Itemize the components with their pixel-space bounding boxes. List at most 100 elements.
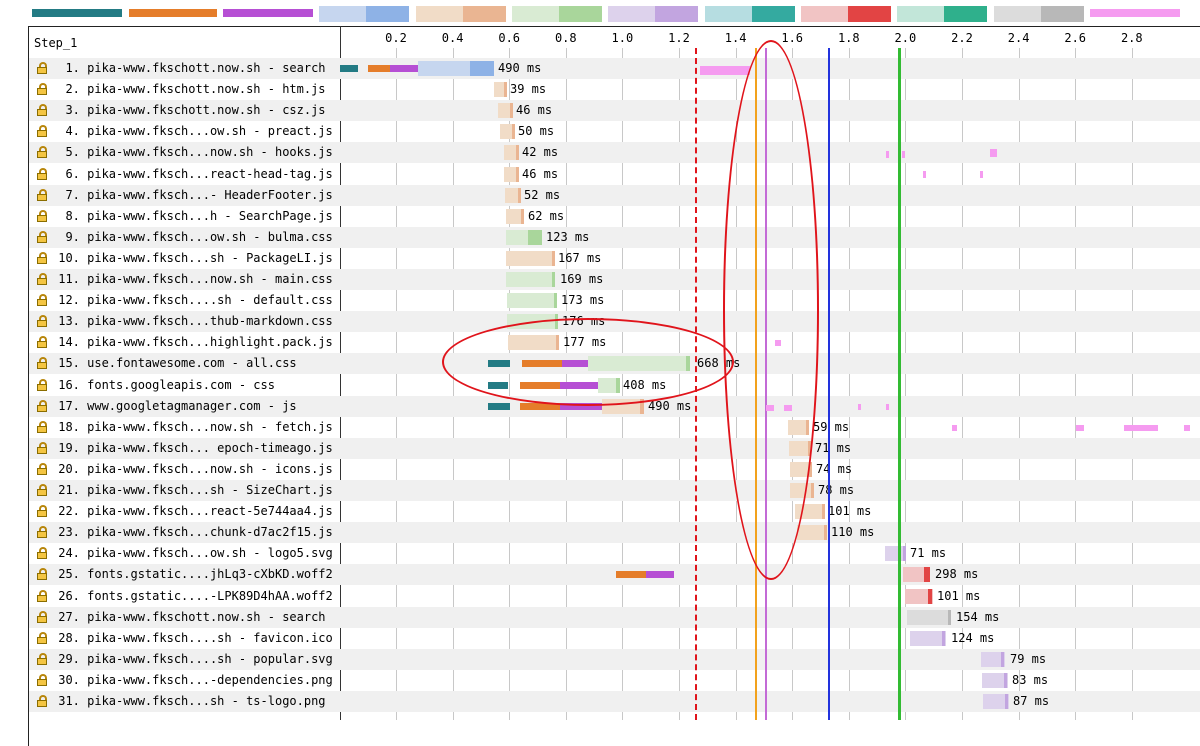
- legend-swatch-image: [608, 6, 698, 22]
- axis-tick-label: 1.0: [611, 31, 634, 45]
- request-label: 6. pika-www.fksch...react-head-tag.js: [51, 166, 333, 181]
- lock-icon: [37, 568, 47, 581]
- axis-tick-label: 2.0: [894, 31, 917, 45]
- js-execution-mark: [923, 171, 926, 178]
- request-row[interactable]: 7. pika-www.fksch...- HeaderFooter.js 52 …: [29, 184, 1200, 206]
- request-row[interactable]: 18. pika-www.fksch...now.sh - fetch.js 59…: [29, 417, 1200, 438]
- request-row[interactable]: 27. pika-www.fkschott.now.sh - search 154…: [29, 606, 1200, 628]
- js-execution-mark: [980, 171, 983, 178]
- request-duration: 42 ms: [522, 145, 559, 160]
- timing-segment: [516, 166, 519, 182]
- request-row[interactable]: 29. pika-www.fksch....sh - popular.svg 79…: [29, 648, 1200, 670]
- timing-segment: [552, 250, 555, 266]
- lock-icon: [37, 273, 47, 285]
- lock-icon: [37, 188, 47, 201]
- request-row[interactable]: 24. pika-www.fksch...ow.sh - logo5.svg 71…: [29, 543, 1200, 564]
- request-row[interactable]: 31. pika-www.fksch...sh - ts-logo.png 87 …: [29, 691, 1200, 712]
- request-row[interactable]: 28. pika-www.fksch....sh - favicon.ico 12…: [29, 628, 1200, 649]
- axis-tick-label: 1.4: [724, 31, 747, 45]
- request-row[interactable]: 21. pika-www.fksch...sh - SizeChart.js 78…: [29, 480, 1200, 501]
- request-row[interactable]: 25. fonts.gstatic....jhLq3-cXbKD.woff2 29…: [29, 564, 1200, 586]
- request-duration: 62 ms: [528, 208, 565, 223]
- js-execution-mark: [1076, 425, 1084, 431]
- axis-tick-label: 0.6: [498, 31, 521, 45]
- gridline: [1075, 48, 1077, 720]
- request-duration: 83 ms: [1012, 672, 1049, 687]
- request-duration: 46 ms: [516, 103, 553, 118]
- timing-segment: [390, 65, 418, 72]
- axis-tick-label: 0.2: [385, 31, 407, 45]
- request-row[interactable]: 9. pika-www.fksch...ow.sh - bulma.css 123…: [29, 226, 1200, 248]
- request-label: 17. www.googletagmanager.com - js: [51, 398, 297, 413]
- request-row[interactable]: 8. pika-www.fksch...h - SearchPage.js 62 …: [29, 206, 1200, 227]
- lock-icon: [37, 294, 47, 307]
- request-row[interactable]: 10. pika-www.fksch...sh - PackageLI.js 16…: [29, 248, 1200, 269]
- lock-icon: [37, 505, 47, 518]
- timing-segment: [512, 124, 515, 140]
- timing-segment: [948, 609, 951, 625]
- legend-swatch-connect: [129, 9, 217, 17]
- legend-swatch-jsexec: [1090, 9, 1180, 17]
- request-row[interactable]: 12. pika-www.fksch....sh - default.css 17…: [29, 290, 1200, 311]
- lock-icon: [37, 167, 47, 180]
- request-duration: 154 ms: [956, 609, 1000, 624]
- axis-tick-label: 1.2: [668, 31, 690, 45]
- request-row[interactable]: 17. www.googletagmanager.com - js 490 ms: [29, 395, 1200, 417]
- gridline: [905, 48, 907, 720]
- js-execution-mark: [700, 66, 750, 75]
- request-duration: 490 ms: [498, 61, 542, 75]
- request-row[interactable]: 30. pika-www.fksch...-dependencies.png 83…: [29, 670, 1200, 691]
- request-label: 31. pika-www.fksch...sh - ts-logo.png: [51, 694, 326, 708]
- gridline: [962, 48, 963, 720]
- request-label: 27. pika-www.fkschott.now.sh - search: [51, 609, 326, 624]
- request-duration: 87 ms: [1013, 694, 1050, 708]
- lock-icon: [37, 83, 47, 96]
- timing-segment: [516, 145, 519, 161]
- request-row[interactable]: 6. pika-www.fksch...react-head-tag.js 46 …: [29, 164, 1200, 185]
- js-execution-mark: [952, 425, 957, 431]
- request-row[interactable]: 3. pika-www.fkschott.now.sh - csz.js 46 m…: [29, 100, 1200, 122]
- request-row[interactable]: 2. pika-www.fkschott.now.sh - htm.js 39 m…: [29, 79, 1200, 100]
- document-complete-line: [898, 48, 901, 720]
- request-row[interactable]: 11. pika-www.fksch...now.sh - main.css 16…: [29, 269, 1200, 290]
- lock-icon: [37, 378, 47, 391]
- timing-segment: [1005, 694, 1008, 709]
- legend-strip: [0, 0, 1200, 28]
- js-execution-mark: [886, 404, 889, 410]
- lock-icon: [37, 315, 47, 328]
- request-row[interactable]: 4. pika-www.fksch...ow.sh - preact.js 50 …: [29, 121, 1200, 142]
- request-duration: 71 ms: [815, 440, 852, 455]
- request-row[interactable]: 22. pika-www.fksch...react-5e744aa4.js 10…: [29, 501, 1200, 522]
- timing-segment: [560, 402, 602, 410]
- timing-segment: [903, 567, 929, 583]
- request-label: 2. pika-www.fkschott.now.sh - htm.js: [51, 82, 326, 97]
- request-row[interactable]: 20. pika-www.fksch...now.sh - icons.js 74…: [29, 459, 1200, 480]
- annotation-ellipse-critical: [723, 40, 819, 580]
- axis-tick-label: 0.4: [441, 31, 464, 45]
- timing-segment: [552, 272, 555, 287]
- request-duration: 123 ms: [546, 229, 590, 244]
- request-row[interactable]: 19. pika-www.fksch... epoch-timeago.js 71…: [29, 437, 1200, 459]
- request-duration: 167 ms: [558, 250, 602, 265]
- request-row[interactable]: 5. pika-www.fksch...now.sh - hooks.js 42 …: [29, 142, 1200, 164]
- timing-segment: [504, 166, 518, 182]
- timing-segment: [824, 525, 827, 541]
- gridline: [1018, 48, 1020, 720]
- timing-segment: [885, 546, 905, 562]
- request-row[interactable]: 1. pika-www.fkschott.now.sh - search 490 …: [29, 58, 1200, 79]
- request-row[interactable]: 26. fonts.gstatic....-LPK89D4hAA.woff2 10…: [29, 586, 1200, 607]
- request-duration: 101 ms: [828, 504, 872, 519]
- timing-segment: [470, 61, 494, 76]
- timing-segment: [507, 293, 556, 309]
- axis-tick-label: 0.8: [554, 31, 577, 45]
- gridline: [452, 48, 454, 720]
- lock-icon: [37, 336, 47, 349]
- timing-segment: [982, 672, 1008, 688]
- lock-icon: [37, 462, 47, 475]
- timing-segment: [797, 525, 827, 541]
- axis-tick-label: 2.6: [1064, 31, 1087, 45]
- request-row[interactable]: 23. pika-www.fksch...chunk-d7ac2f15.js 11…: [29, 522, 1200, 544]
- timing-segment: [518, 187, 521, 203]
- legend-swatch-video: [897, 6, 987, 22]
- timing-segment: [506, 272, 554, 287]
